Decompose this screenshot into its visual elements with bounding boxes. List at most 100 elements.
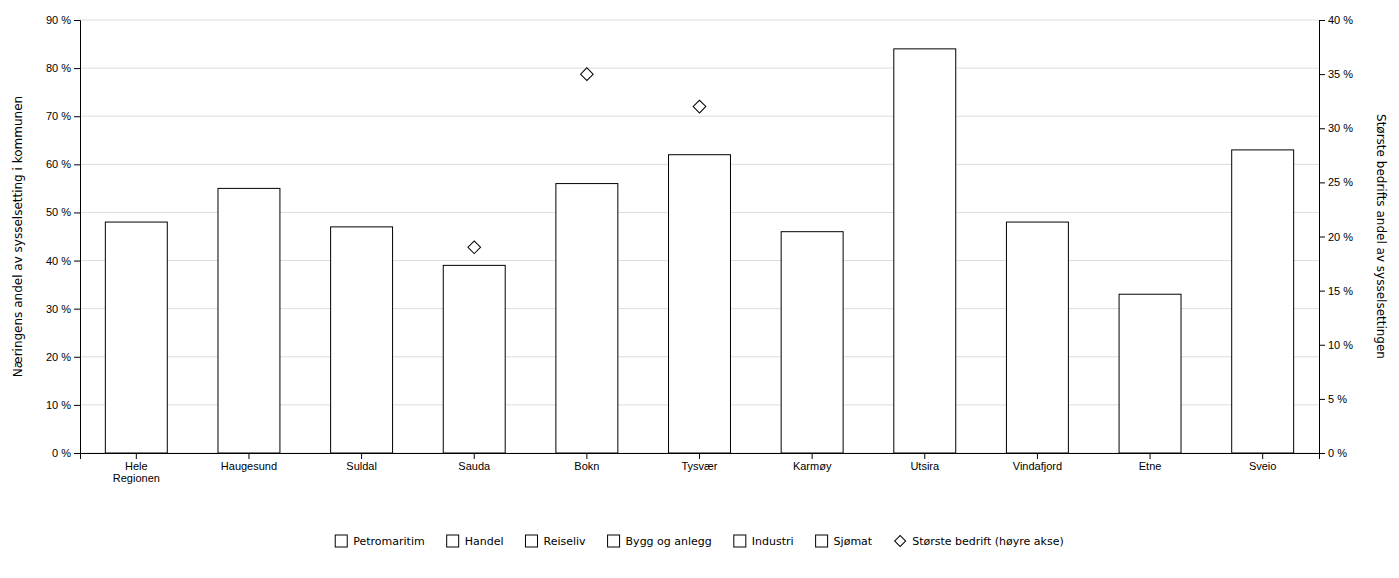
tick-label-line: Tysvær [681,460,717,472]
tick: Vindafjord [1013,453,1062,472]
tick-label-line: Sauda [458,460,491,472]
tick-label-line: Karmøy [793,460,832,472]
legend-item: Petromaritim [335,535,424,548]
legend-item: Industri [734,535,794,548]
tick-label: 20 % [1328,231,1353,243]
tick-label: 0 % [52,447,71,459]
tick-label: Bokn [574,460,599,472]
legend-swatch [608,535,620,547]
bar [443,265,505,453]
tick-mark [74,309,80,310]
legend-item: Bygg og anlegg [608,535,712,548]
tick-label: Karmøy [793,460,832,472]
tick: 20 % [46,351,80,363]
tick-label: 10 % [1328,339,1353,351]
legend-label: Handel [465,535,504,548]
tick: 40 % [1319,14,1353,26]
tick-label: 50 % [46,206,71,218]
tick: 0 % [1319,447,1347,459]
legend-label: Sjømat [834,535,873,548]
bar [556,184,618,453]
tick-label: 25 % [1328,176,1353,188]
tick-label-line: Etne [1139,460,1162,472]
tick: Utsira [910,453,940,472]
tick-mark [136,453,137,459]
grid [80,20,1319,453]
tick-label: HeleRegionen [113,460,160,485]
tick-mark [1319,128,1325,129]
dot [468,241,481,254]
tick: 0 % [52,447,80,459]
tick-label: 10 % [46,399,71,411]
y2-axis-title: Største bedrifts andel av sysselsettinge… [1374,114,1388,359]
tick-mark [1319,291,1325,292]
tick: 40 % [46,255,80,267]
tick: 20 % [1319,231,1353,243]
tick: 30 % [46,303,80,315]
tick-mark [812,453,813,459]
tick: Suldal [346,453,377,472]
tick-mark [1319,345,1325,346]
legend-label: Bygg og anlegg [626,535,712,548]
tick-label: 40 % [46,255,71,267]
tick-mark [1150,453,1151,459]
bar [1232,150,1294,453]
tick-label: 60 % [46,158,71,170]
bar [218,188,280,453]
bar [1006,222,1068,453]
tick-mark [74,261,80,262]
marks [105,49,1293,453]
axis-line [1320,21,1326,454]
tick: 15 % [1319,285,1353,297]
legend-swatch [816,535,828,547]
tick: 30 % [1319,122,1353,134]
tick-label: Vindafjord [1013,460,1062,472]
tick: Sveio [1249,453,1277,472]
tick-label-line: Hele [125,460,148,472]
tick-mark [361,453,362,459]
legend-swatch [734,535,746,547]
grid-line [80,20,1319,21]
legend-label: Reiseliv [543,535,586,548]
tick: 70 % [46,110,80,122]
tick: 5 % [1319,393,1347,405]
axis-line [74,21,81,454]
legend-item: Sjømat [816,535,873,548]
tick: Sauda [458,453,491,472]
tick-mark [74,212,80,213]
legend-swatch [447,535,459,547]
tick-mark [74,116,80,117]
tick-label-line: Bokn [574,460,599,472]
tick-label: 35 % [1328,68,1353,80]
tick-mark [699,453,700,459]
tick-mark [74,164,80,165]
bar [894,49,956,453]
tick-label: 0 % [1328,447,1347,459]
tick-mark [74,20,80,21]
tick-mark [74,453,80,454]
tick-mark [1319,182,1325,183]
tick: Tysvær [681,453,717,472]
tick-label-line: Vindafjord [1013,460,1062,472]
tick-label: 5 % [1328,393,1347,405]
bar [105,222,167,453]
bar [781,232,843,453]
tick-label-line: Utsira [910,460,940,472]
grid-line [80,68,1319,69]
tick-mark [1319,20,1325,21]
legend-swatch [335,535,347,547]
plot: 0 % 10 % 20 % 30 % 40 % 50 % 60 % 70 % 80 % 90 % 0… [11,14,1388,484]
tick-label: 80 % [46,62,71,74]
tick-mark [1037,453,1038,459]
tick-label: 30 % [46,303,71,315]
tick: 10 % [1319,339,1353,351]
tick-label: 40 % [1328,14,1353,26]
tick-mark [474,453,475,459]
tick: Haugesund [221,453,277,472]
y2-axis: 0 % 5 % 10 % 15 % 20 % 25 % 30 % 35 % 40 % [1319,14,1353,459]
tick: 80 % [46,62,80,74]
tick-label: Suldal [346,460,377,472]
tick: 50 % [46,206,80,218]
tick-label: 90 % [46,14,71,26]
x-axis: HeleRegionen Haugesund Suldal Sauda Bokn Tysv… [81,453,1320,484]
